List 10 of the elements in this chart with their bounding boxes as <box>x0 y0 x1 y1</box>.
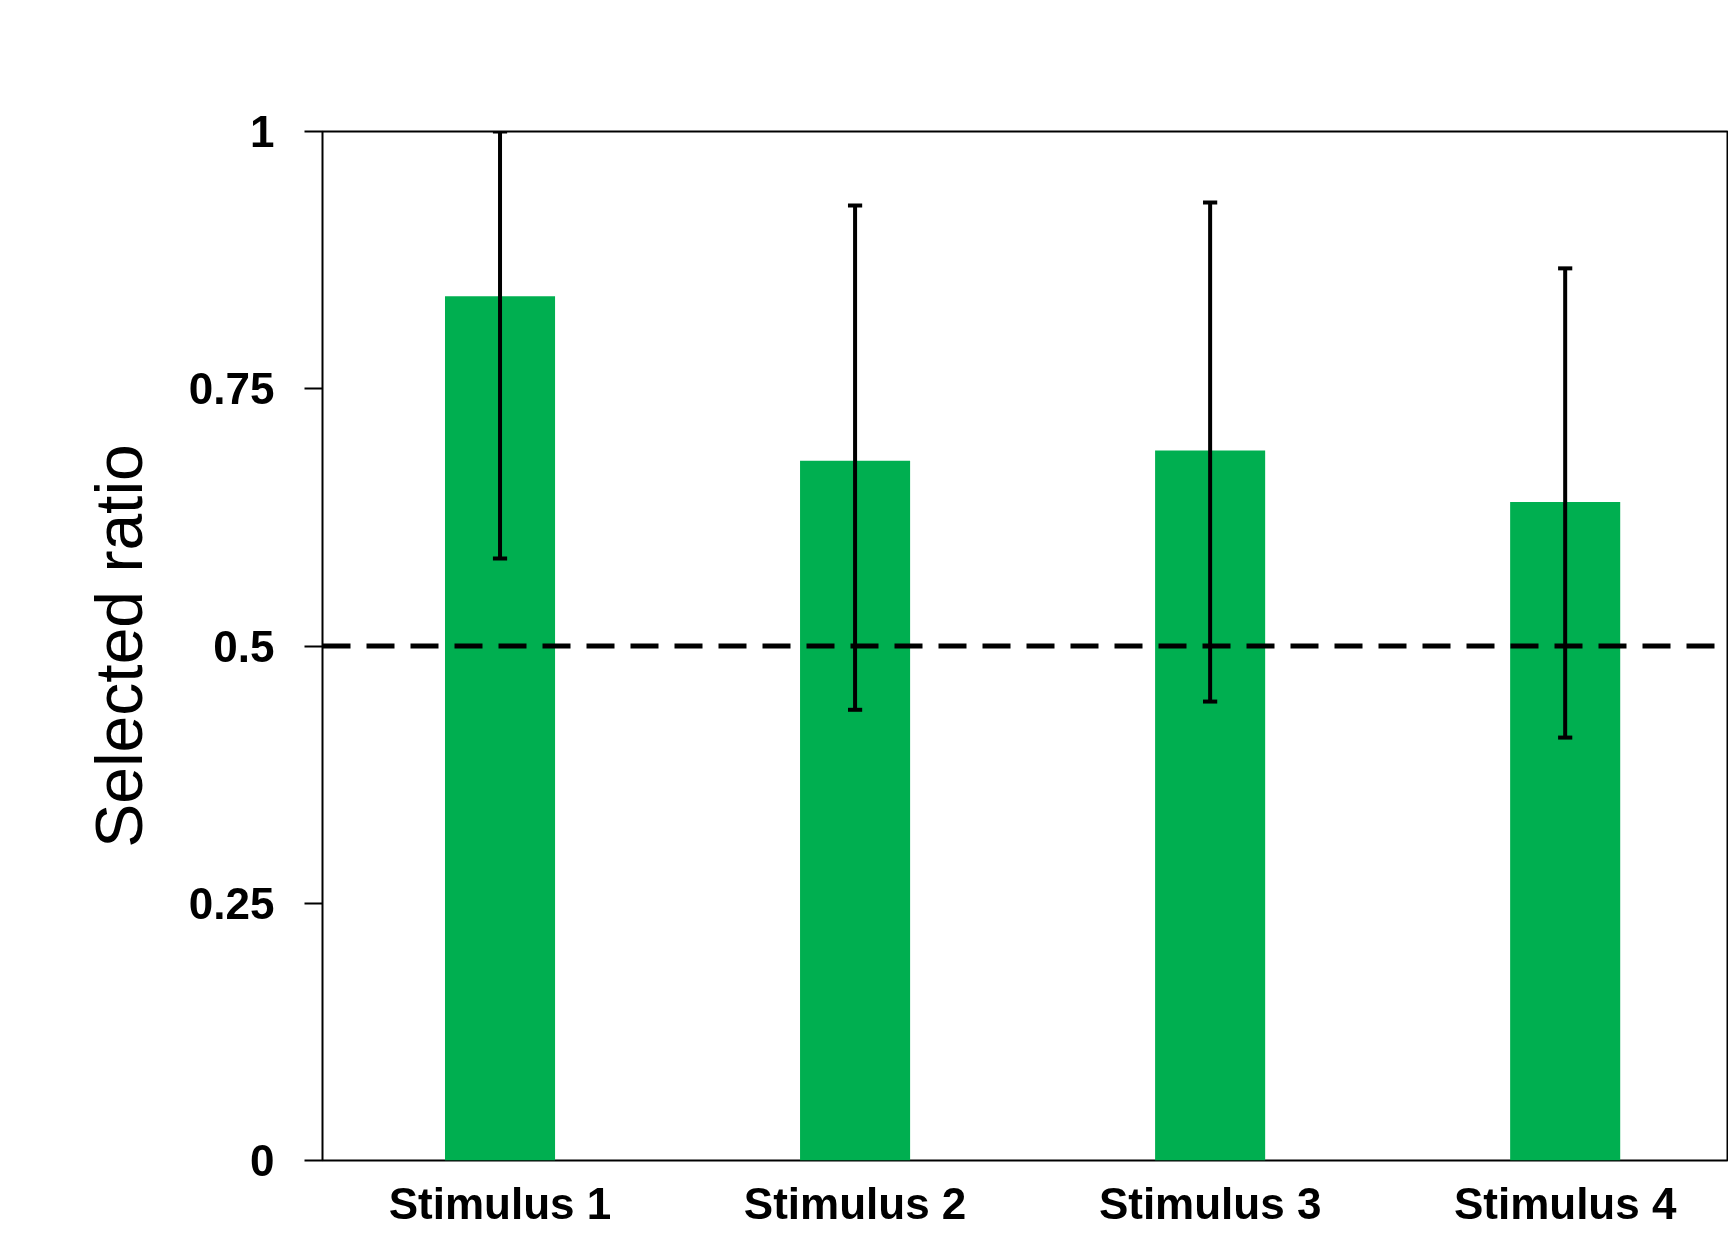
y-axis-title: Selected ratio <box>81 444 156 848</box>
y-tick-label: 1 <box>250 107 275 156</box>
y-tick-label: 0.25 <box>188 878 275 928</box>
y-tick-label: 0.75 <box>188 364 275 414</box>
x-tick-label: Stimulus 2 <box>743 1178 967 1228</box>
x-tick-label: Stimulus 3 <box>1098 1178 1322 1228</box>
x-tick-label: Stimulus 1 <box>388 1178 612 1228</box>
x-tick-label: Stimulus 4 <box>1453 1178 1677 1228</box>
y-tick-label: 0.5 <box>213 621 275 671</box>
y-tick-label: 0 <box>250 1136 275 1185</box>
